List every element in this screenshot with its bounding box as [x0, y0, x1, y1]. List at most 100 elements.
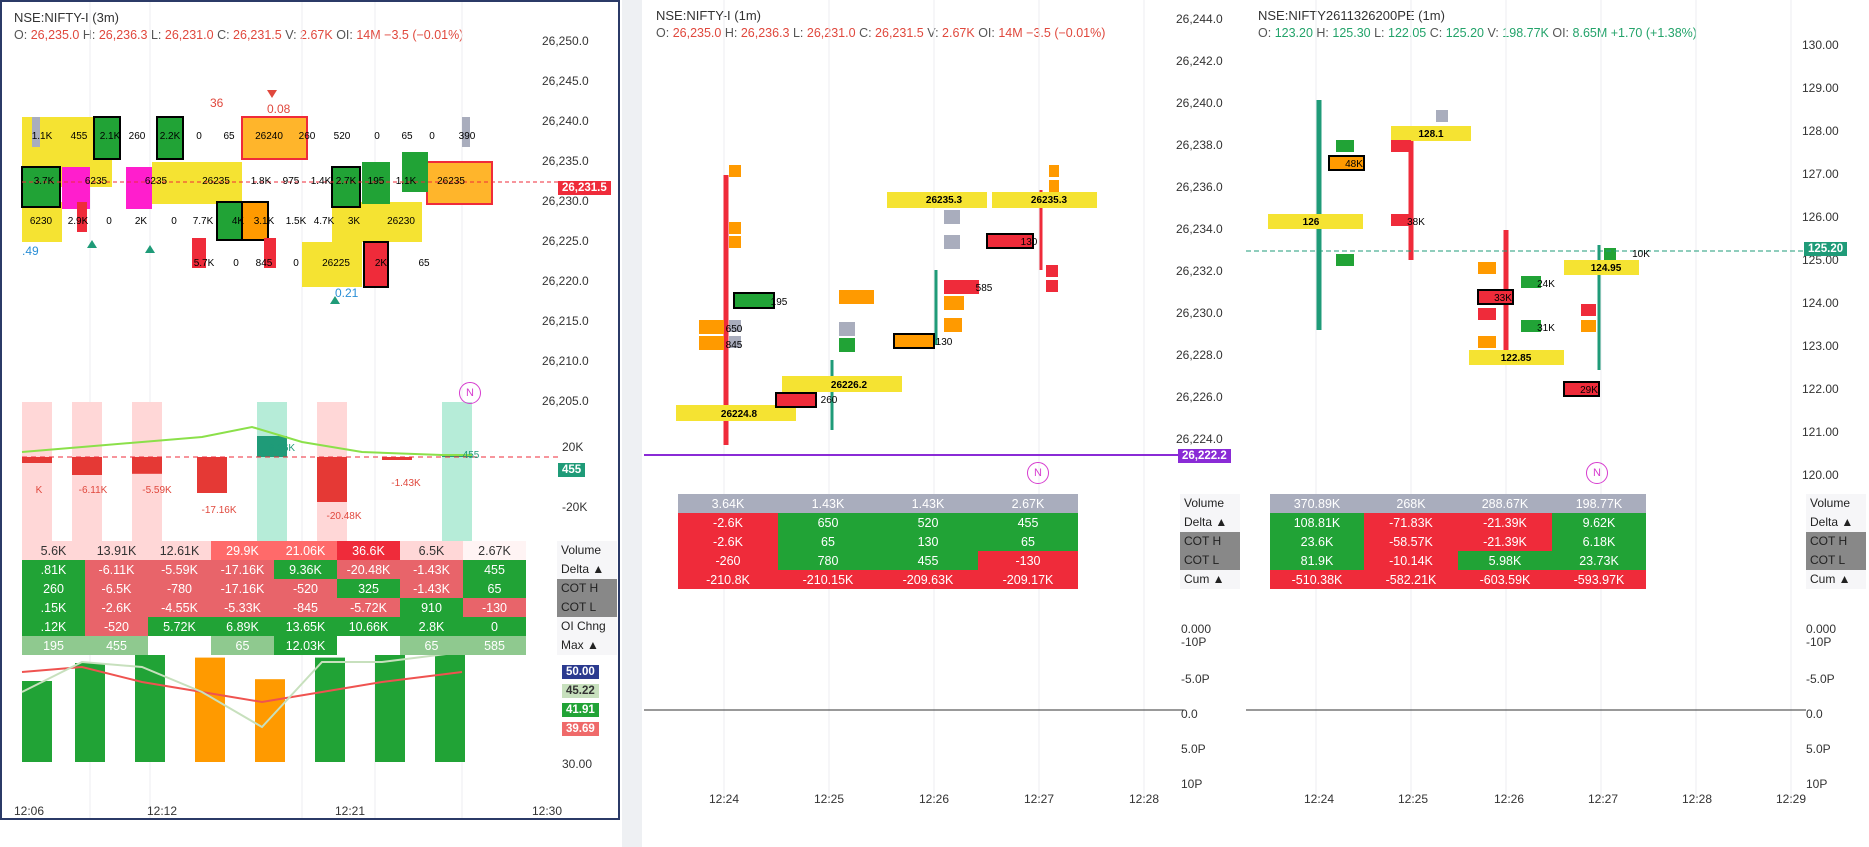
time-tick-label: 12:28: [1129, 792, 1160, 806]
footprint-cell-label: 26224.8: [720, 409, 758, 420]
table-cell: 6.5K: [400, 541, 463, 560]
symbol-title[interactable]: NSE:NIFTY2611326200PE (1m): [1258, 8, 1445, 23]
row-label[interactable]: Delta ▲: [1806, 513, 1866, 532]
table-row: -2.6K 65 130 65: [678, 532, 1078, 551]
table-cell: -520: [85, 617, 148, 636]
footprint-cell-label: 130: [935, 337, 953, 348]
row-label[interactable]: Cum ▲: [1180, 570, 1240, 589]
chart-pane-nifty-pe-1m[interactable]: NSE:NIFTY2611326200PE (1m) O: 123.20 H: …: [1246, 0, 1869, 820]
row-label[interactable]: COT L: [557, 598, 617, 617]
table-row: .81K -6.11K -5.59K -17.16K 9.36K -20.48K -1.43…: [22, 560, 526, 579]
row-label[interactable]: Delta ▲: [557, 560, 617, 579]
n-badge[interactable]: N: [459, 382, 481, 404]
fp-cell: [1336, 254, 1354, 266]
table-cell: 455: [463, 560, 526, 579]
row-label[interactable]: COT H: [1180, 532, 1240, 551]
table-cell: -58.57K: [1364, 532, 1458, 551]
table-cell: -10.14K: [1364, 551, 1458, 570]
footprint-cell-label: 122.85: [1500, 353, 1532, 364]
footprint-cell-label: 5.7K: [193, 258, 215, 269]
row-label[interactable]: Max ▲: [557, 636, 617, 655]
price-tick-label: 124.00: [1802, 296, 1839, 310]
table-cell: -209.17K: [978, 570, 1078, 589]
row-label[interactable]: COT L: [1180, 551, 1240, 570]
table-cell: 65: [463, 579, 526, 598]
table-cell: -845: [274, 598, 337, 617]
time-tick-label: 12:24: [709, 792, 740, 806]
sub-tick-label: 0.0: [1806, 707, 1823, 721]
footprint-cell-label: 260: [298, 131, 316, 142]
row-label[interactable]: Volume: [557, 541, 617, 560]
footprint-cell-label: 0: [196, 131, 202, 142]
row-label[interactable]: Delta ▲: [1180, 513, 1240, 532]
table-row: -2.6K 650 520 455: [678, 513, 1078, 532]
n-badge[interactable]: N: [1027, 462, 1049, 484]
footprint-cell-label: 65: [418, 258, 430, 269]
sub-tick-label: 0.0: [1181, 707, 1198, 721]
delta-bg-bar: [72, 402, 102, 552]
row-label[interactable]: Volume: [1180, 494, 1240, 513]
footprint-cell-label: 26235.3: [925, 195, 963, 206]
table-cell: 5.72K: [148, 617, 211, 636]
delta-bg-bar: [442, 402, 472, 552]
footprint-chart-3m[interactable]: [2, 2, 620, 820]
fp-poc: [676, 405, 796, 421]
footprint-cell-label: 585: [975, 283, 993, 294]
table-cell: 2.67K: [463, 541, 526, 560]
sub-tick-label: -10P: [1806, 635, 1832, 649]
fp-cell: [21, 166, 61, 208]
table-cell: 288.67K: [1458, 494, 1552, 513]
n-badge[interactable]: N: [1586, 462, 1608, 484]
table-cell: 9.36K: [274, 560, 337, 579]
symbol-title[interactable]: NSE:NIFTY-I (1m): [656, 8, 761, 23]
table-cell: 2.67K: [978, 494, 1078, 513]
symbol-title[interactable]: NSE:NIFTY-I (3m): [14, 10, 119, 25]
table-cell: -20.48K: [337, 560, 400, 579]
footprint-chart-pe-1m[interactable]: [1246, 0, 1869, 820]
row-label[interactable]: Volume: [1806, 494, 1866, 513]
table-cell: 81.9K: [1270, 551, 1364, 570]
fp-poc: [782, 376, 902, 392]
fp-cell: [362, 162, 390, 204]
row-label[interactable]: COT H: [557, 579, 617, 598]
table-cell: 21.06K: [274, 541, 337, 560]
table-cell: 13.65K: [274, 617, 337, 636]
delta-bar: [197, 457, 227, 493]
price-tick-label: 26,240.0: [542, 114, 589, 128]
row-label[interactable]: COT L: [1806, 551, 1866, 570]
footprint-cell-label: 260: [128, 131, 146, 142]
chart-pane-nifty-1m[interactable]: NSE:NIFTY-I (1m) O: 26,235.0 H: 26,236.3…: [644, 0, 1244, 820]
table-cell: -5.33K: [211, 598, 274, 617]
row-label[interactable]: OI Chng: [557, 617, 617, 636]
footprint-cell-label: 2.2K: [159, 131, 181, 142]
stats-table: 3.64K 1.43K 1.43K 2.67K -2.6K 650 520 455 -2.6K 6…: [678, 494, 1078, 589]
row-label[interactable]: Cum ▲: [1806, 570, 1866, 589]
delta-value-tag: 455: [558, 463, 586, 477]
up-triangle: [330, 296, 340, 304]
sub-tick-label: -10P: [1181, 635, 1207, 649]
footprint-cell-label: 24K: [1537, 279, 1555, 290]
chart-pane-nifty-3m[interactable]: NSE:NIFTY-I (3m) O: 26,235.0 H: 26,236.3…: [0, 0, 620, 820]
time-tick-label: 12:26: [1494, 792, 1525, 806]
last-price-tag: 26,231.5: [558, 181, 611, 195]
price-tick-label: 127.00: [1802, 167, 1839, 181]
footprint-cell-label: 1.1K: [31, 131, 53, 142]
footprint-chart-1m[interactable]: [644, 0, 1244, 820]
pane-separator[interactable]: [622, 0, 642, 847]
footprint-cell-label: 650: [725, 324, 743, 335]
footprint-cell-label: 9.36K: [268, 443, 296, 454]
delta-bar: [22, 457, 52, 463]
price-tick-label: 26,244.0: [1176, 12, 1223, 26]
row-label[interactable]: COT H: [1806, 532, 1866, 551]
footprint-cell-label: K: [35, 485, 43, 496]
delta-ma-line: [21, 425, 472, 456]
fp-cell: [944, 318, 962, 332]
footprint-cell-label: 1.8K: [250, 176, 272, 187]
table-cell: -603.59K: [1458, 570, 1552, 589]
sub-tick-label: 5.0P: [1806, 742, 1831, 756]
table-cell: 130: [878, 532, 978, 551]
fp-block-orange: [241, 116, 308, 160]
fp-cell: [1477, 289, 1514, 305]
table-cell: 910: [400, 598, 463, 617]
table-row: 195 455 0 65 12.03K 0 65 585: [22, 636, 526, 655]
